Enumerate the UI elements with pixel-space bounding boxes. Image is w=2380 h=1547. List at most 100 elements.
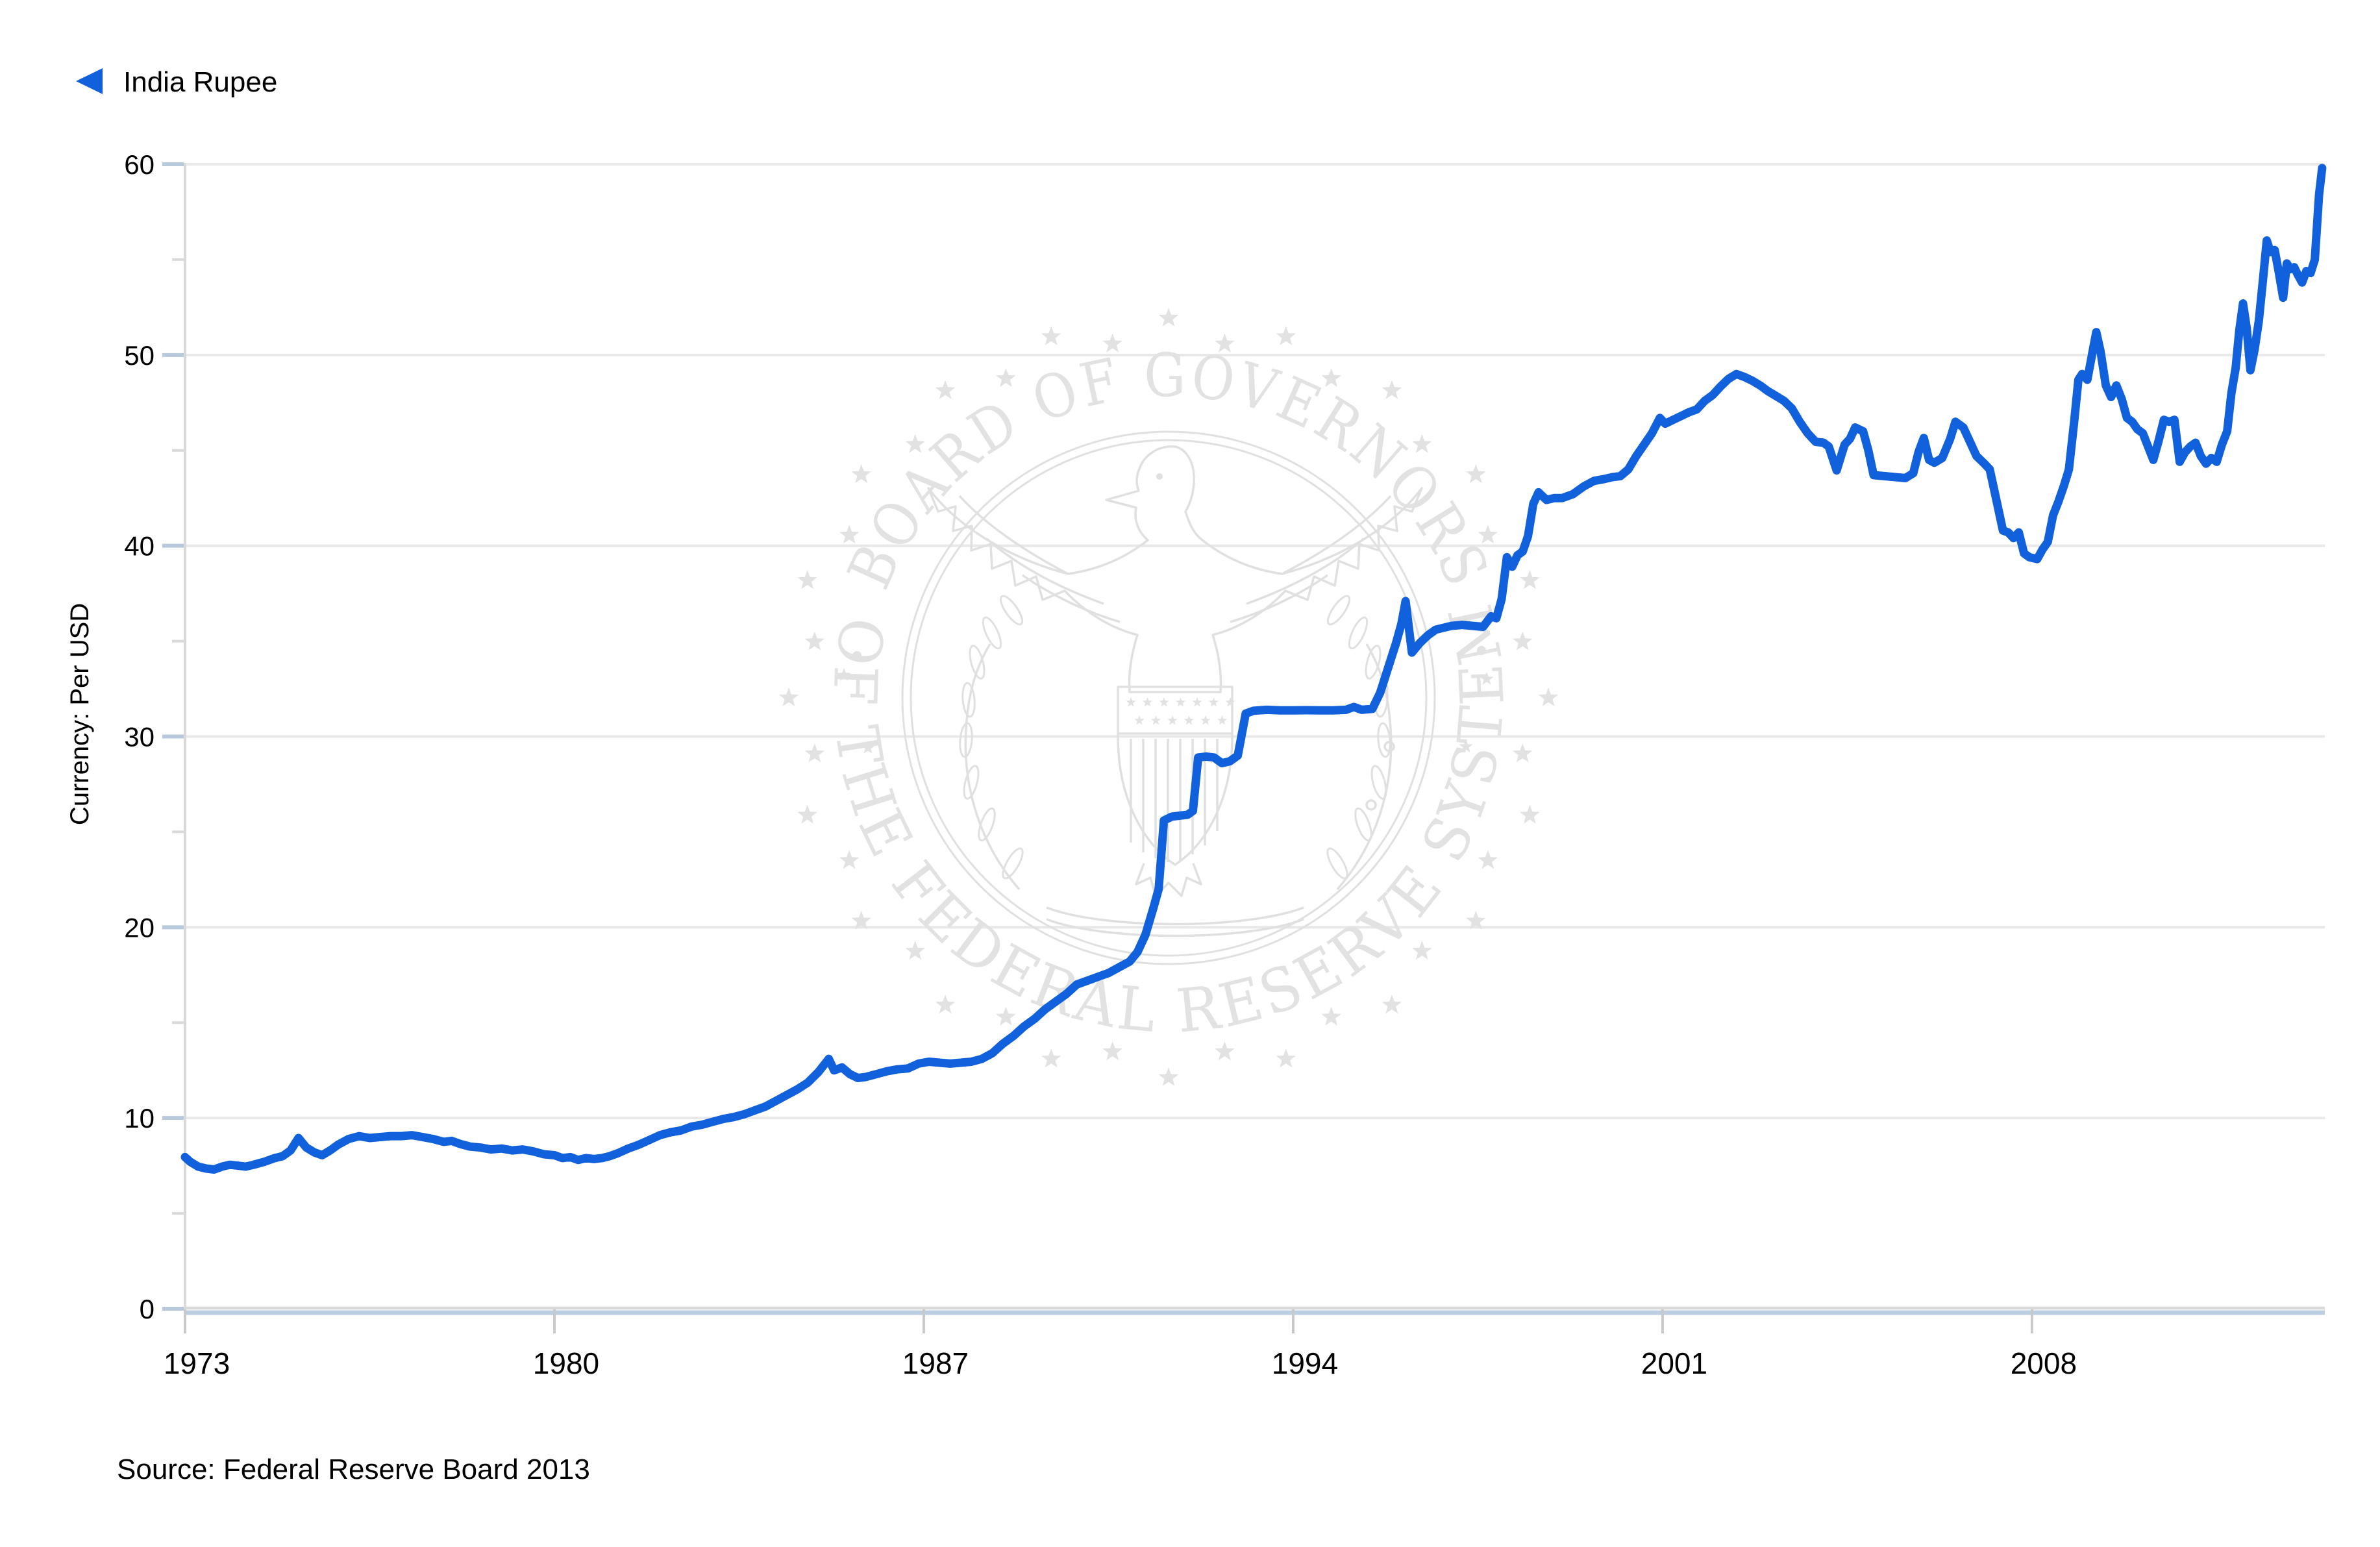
y-tick-label: 0 [140,1294,155,1324]
seal-separator-dot-left [852,651,862,660]
federal-reserve-seal-watermark: BOARD OF GOVERNORS OF THE FEDERAL RESERV… [778,308,1559,1086]
seal-ring-star [1520,570,1540,589]
seal-leaf [1354,807,1372,842]
seal-accent-star [861,741,875,754]
seal-ring-star [1513,743,1533,763]
seal-ring-star [1215,333,1235,353]
seal-oak-branch [1336,643,1393,891]
seal-ring-star [851,910,871,930]
gridlines [185,163,2325,1120]
shield-star [1192,697,1202,707]
seal-ring-star [1102,333,1122,353]
series-lines [180,164,2327,1174]
seal-ring-star [1041,326,1061,345]
seal-shield [1117,686,1233,866]
shield-star [1175,697,1186,707]
axes [162,162,2325,1333]
series-marker-triangle-icon [76,68,103,94]
seal-ring-star [1412,434,1432,453]
seal-eagle-icon [927,445,1423,937]
y-tick-label: 20 [124,912,155,943]
y-tick-label: 10 [124,1103,155,1133]
seal-olive-branch [964,643,1021,891]
seal-leaf [1365,645,1382,680]
seal-leaf [961,682,976,718]
shield-star [1126,697,1136,707]
seal-ring-star [1158,308,1179,327]
seal-ring-star [1102,1041,1122,1061]
shield-star [1208,697,1219,707]
seal-ring-star [1520,804,1540,824]
seal-ring-star [1382,380,1402,399]
seal-leaf [978,807,996,842]
y-tick-label: 40 [124,531,155,562]
seal-separator-dot-right [1477,646,1486,655]
seal-ring-star [1041,1048,1061,1068]
shield-star [1167,715,1178,725]
y-tick-label: 50 [124,340,155,371]
seal-ring-star [1466,464,1486,484]
seal-ring-star [1478,525,1498,544]
seal-accent-star [1480,672,1494,685]
seal-accent-star [1459,739,1473,752]
seal-ring-star [778,687,799,706]
seal-leaf [1348,616,1369,650]
seal-ring-star [905,434,925,453]
seal-leaf [1326,595,1351,626]
x-tick-label: 2008 [2011,1346,2077,1380]
seal-ring-star [804,743,824,763]
shield-star [1225,697,1235,707]
seal-ring-star [804,631,824,650]
shield-star [1134,715,1145,725]
seal-ribbon [1046,906,1304,926]
seal-ring-star [1276,1048,1296,1068]
source-note: Source: Federal Reserve Board 2013 [117,1454,590,1485]
x-tick-label: 2001 [1641,1346,1707,1380]
seal-ring-star [935,995,956,1014]
x-tick-label: 1987 [902,1346,969,1380]
seal-ring-star [935,380,956,399]
shield-star [1150,715,1161,725]
x-tick-label: 1994 [1272,1346,1338,1380]
tick-labels: 0 10 20 30 40 50 60 1973 1980 1987 1994 2001 2008 [124,149,2077,1380]
seal-leaf [969,645,985,680]
legend-series-india-rupee[interactable]: India Rupee [76,66,277,98]
seal-ring-star [839,850,860,869]
india-rupee-line [180,164,2327,1174]
seal-ring-star [1215,1041,1235,1061]
seal-leaf [959,722,973,758]
seal-inner-circle [910,439,1428,957]
seal-leaf [1377,722,1391,758]
seal-leaf [1370,765,1387,800]
seal-ring-star [839,525,860,544]
shield-star [1159,697,1169,707]
seal-ring-star [1538,687,1559,706]
seal-ring-star [1382,995,1402,1014]
y-tick-label: 30 [124,722,155,752]
seal-stars [778,308,1559,1086]
seal-ring-star [996,368,1016,388]
y-axis-title: Currency: Per USD [66,603,94,825]
seal-ring-star [851,464,871,484]
seal-top-inscription: BOARD OF GOVERNORS [835,341,1503,599]
seal-leaf [963,765,980,800]
seal-ring-star [1158,1067,1179,1086]
seal-ring-star [1466,910,1486,930]
seal-ring-star [1321,368,1341,388]
shield-star [1217,715,1228,725]
seal-accent-star [837,668,851,681]
shield-star [1184,715,1195,725]
shield-star [1142,697,1153,707]
seal-ring-star [797,570,817,589]
seal-ring-star [996,1006,1016,1026]
seal-ring-star [1478,850,1498,869]
seal-outer-circle [901,430,1436,965]
seal-ring-star [1321,1006,1341,1026]
seal-ring-star [1276,326,1296,345]
seal-ring-star [1513,631,1533,650]
seal-leaf [982,616,1002,650]
seal-leaf [1326,847,1348,880]
seal-leaf [1002,847,1024,880]
seal-ring-star [797,804,817,824]
